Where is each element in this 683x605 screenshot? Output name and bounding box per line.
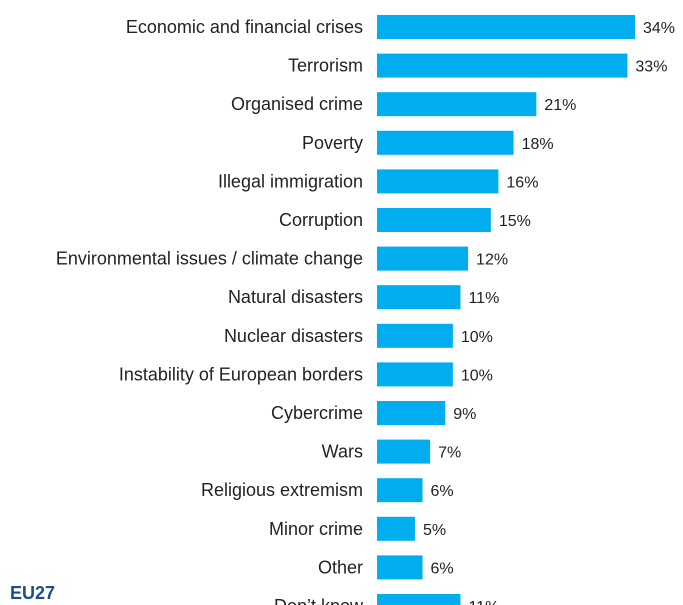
bar xyxy=(377,53,628,78)
bar xyxy=(377,401,446,425)
bar xyxy=(377,208,491,232)
category-label: Religious extremism xyxy=(201,480,363,500)
bar xyxy=(377,439,431,464)
bar xyxy=(377,478,423,503)
value-label: 10% xyxy=(461,367,493,384)
category-label: Cybercrime xyxy=(271,403,363,423)
value-label: 10% xyxy=(461,329,493,346)
value-label: 5% xyxy=(423,522,446,539)
category-label: Organised crime xyxy=(231,94,363,114)
bar xyxy=(377,555,423,580)
bar xyxy=(377,362,453,387)
value-label: 21% xyxy=(544,97,576,114)
category-label: Nuclear disasters xyxy=(224,326,363,346)
category-label: Illegal immigration xyxy=(218,171,363,191)
category-label: Don’t know xyxy=(274,596,364,605)
category-label: Environmental issues / climate change xyxy=(56,249,363,269)
bar xyxy=(377,246,469,271)
category-label: Terrorism xyxy=(288,56,363,76)
value-label: 16% xyxy=(506,174,538,191)
category-label: Other xyxy=(318,557,363,577)
value-label: 9% xyxy=(453,406,476,423)
value-label: 11% xyxy=(468,599,499,605)
category-label: Poverty xyxy=(302,133,363,153)
category-label: Corruption xyxy=(279,210,363,230)
bar xyxy=(377,15,635,39)
value-label: 15% xyxy=(499,213,531,230)
region-label: EU27 xyxy=(10,583,56,603)
value-label: 7% xyxy=(438,445,461,462)
bar xyxy=(377,516,415,541)
category-label: Natural disasters xyxy=(228,287,363,307)
bar xyxy=(377,323,453,348)
bar xyxy=(377,130,514,155)
category-label: Wars xyxy=(322,442,363,462)
bar xyxy=(377,594,461,605)
bar xyxy=(377,285,461,310)
value-label: 11% xyxy=(468,290,499,307)
value-label: 6% xyxy=(431,483,454,500)
category-label: Instability of European borders xyxy=(119,364,363,384)
value-label: 18% xyxy=(522,136,554,153)
value-label: 33% xyxy=(635,59,667,76)
bar xyxy=(377,92,537,117)
value-label: 12% xyxy=(476,252,508,269)
value-label: 34% xyxy=(643,20,675,37)
category-label: Minor crime xyxy=(269,519,363,539)
bar xyxy=(377,169,499,194)
value-label: 6% xyxy=(431,560,454,577)
category-label: Economic and financial crises xyxy=(126,17,363,37)
